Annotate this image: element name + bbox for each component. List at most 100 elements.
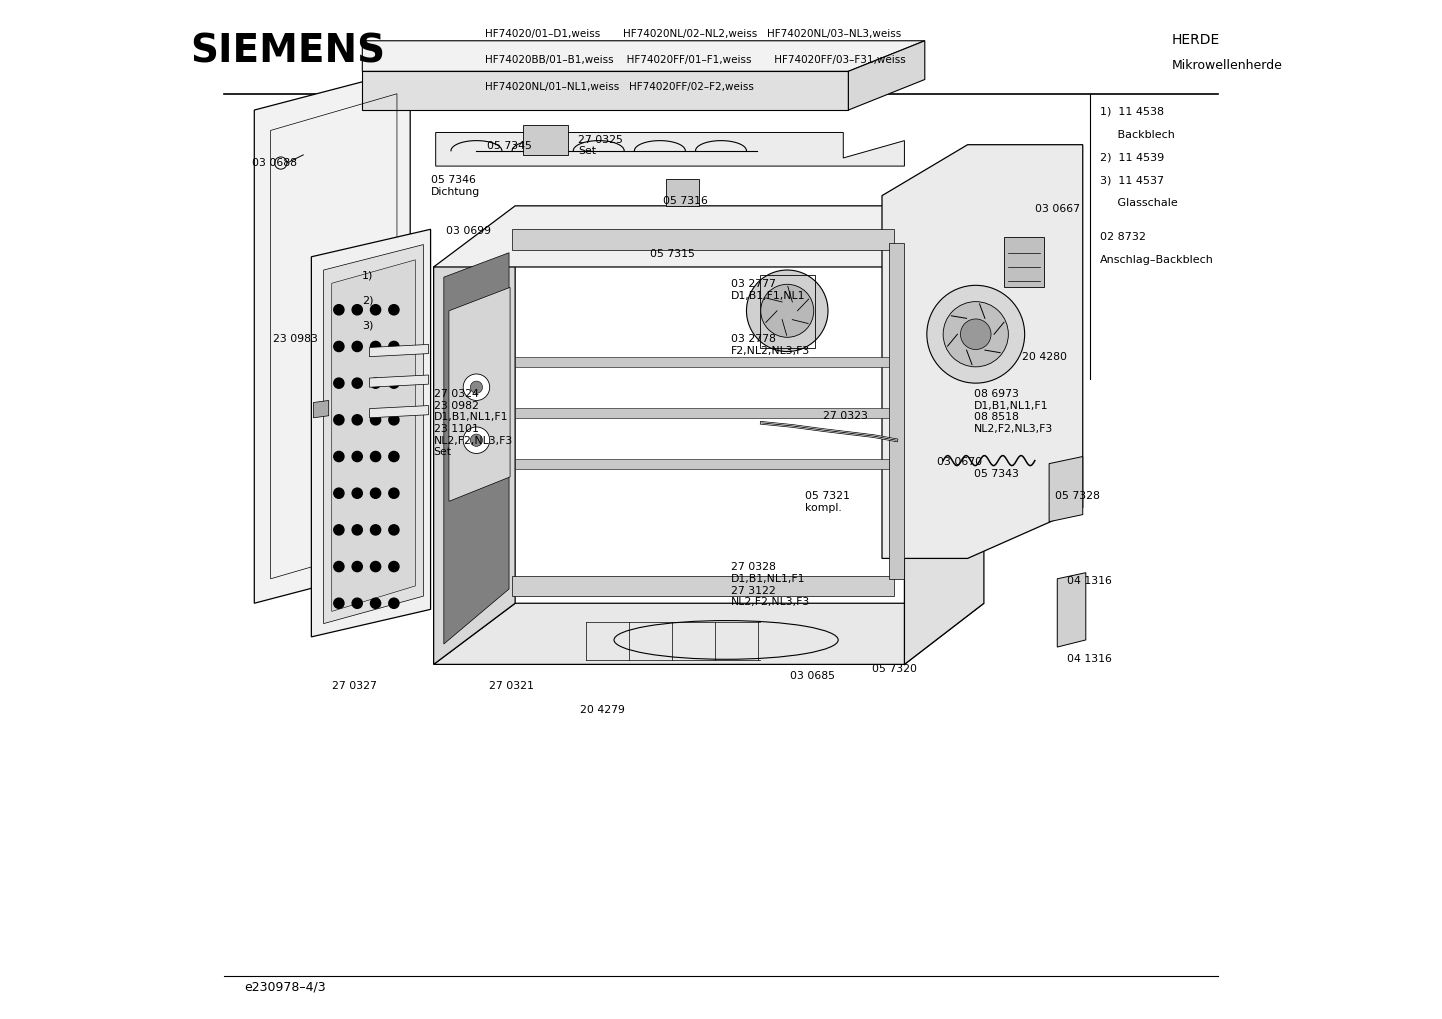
Circle shape <box>352 305 362 315</box>
Text: 03 0670: 03 0670 <box>937 457 982 467</box>
Text: 23 0983: 23 0983 <box>273 334 317 344</box>
Circle shape <box>371 451 381 462</box>
Polygon shape <box>512 229 894 250</box>
Circle shape <box>371 561 381 572</box>
Circle shape <box>333 561 345 572</box>
Polygon shape <box>313 400 329 418</box>
Circle shape <box>371 488 381 498</box>
Text: 27 0321: 27 0321 <box>489 681 534 691</box>
Text: HF74020BB/01–B1,weiss    HF74020FF/01–F1,weiss       HF74020FF/03–F31,weiss: HF74020BB/01–B1,weiss HF74020FF/01–F1,we… <box>485 55 906 65</box>
Text: 1): 1) <box>362 270 373 280</box>
Text: 08 6973
D1,B1,NL1,F1
08 8518
NL2,F2,NL3,F3: 08 6973 D1,B1,NL1,F1 08 8518 NL2,F2,NL3,… <box>973 389 1053 434</box>
Circle shape <box>352 451 362 462</box>
Text: 05 7328: 05 7328 <box>1056 491 1100 501</box>
Polygon shape <box>904 206 983 664</box>
Polygon shape <box>515 408 890 418</box>
Text: 27 0328
D1,B1,NL1,F1
27 3122
NL2,F2,NL3,F3: 27 0328 D1,B1,NL1,F1 27 3122 NL2,F2,NL3,… <box>731 562 810 607</box>
Circle shape <box>371 305 381 315</box>
Circle shape <box>371 525 381 535</box>
Circle shape <box>470 434 483 446</box>
Text: 3)  11 4537: 3) 11 4537 <box>1100 175 1164 185</box>
Text: 27 0325
Set: 27 0325 Set <box>578 135 623 156</box>
Text: 2)  11 4539: 2) 11 4539 <box>1100 153 1164 163</box>
Circle shape <box>371 415 381 425</box>
Circle shape <box>352 525 362 535</box>
Text: 05 7321
kompl.: 05 7321 kompl. <box>805 491 849 513</box>
Circle shape <box>389 525 399 535</box>
Circle shape <box>389 561 399 572</box>
Circle shape <box>463 374 490 400</box>
Polygon shape <box>1057 573 1086 647</box>
Text: 04 1316: 04 1316 <box>1067 576 1112 586</box>
Text: 03 0685: 03 0685 <box>790 671 835 681</box>
Text: 05 7320: 05 7320 <box>872 664 917 675</box>
Circle shape <box>333 378 345 388</box>
Circle shape <box>333 305 345 315</box>
Circle shape <box>371 341 381 352</box>
Circle shape <box>333 341 345 352</box>
Text: 03 0688: 03 0688 <box>252 158 297 168</box>
Text: Mikrowellenherde: Mikrowellenherde <box>1171 59 1282 72</box>
Circle shape <box>389 451 399 462</box>
Circle shape <box>463 427 490 453</box>
Text: 27 0323: 27 0323 <box>823 411 868 421</box>
Circle shape <box>352 378 362 388</box>
Text: 05 7346
Dichtung: 05 7346 Dichtung <box>431 175 480 197</box>
Text: 20 4280: 20 4280 <box>1021 352 1067 362</box>
Polygon shape <box>1050 457 1083 522</box>
Polygon shape <box>254 69 410 603</box>
FancyBboxPatch shape <box>1004 237 1044 287</box>
Text: 04 1316: 04 1316 <box>1067 654 1112 664</box>
Circle shape <box>333 525 345 535</box>
Polygon shape <box>515 459 890 469</box>
Text: 05 7345: 05 7345 <box>486 141 532 151</box>
Circle shape <box>470 381 483 393</box>
Text: 2): 2) <box>362 296 373 306</box>
Text: HF74020NL/01–NL1,weiss   HF74020FF/02–F2,weiss: HF74020NL/01–NL1,weiss HF74020FF/02–F2,w… <box>485 82 754 92</box>
Circle shape <box>761 284 813 337</box>
Circle shape <box>747 270 828 352</box>
Circle shape <box>389 598 399 608</box>
Polygon shape <box>362 71 848 110</box>
Circle shape <box>352 561 362 572</box>
Polygon shape <box>362 41 924 71</box>
Text: 05 7315: 05 7315 <box>650 249 695 259</box>
Circle shape <box>960 319 991 350</box>
Text: 3): 3) <box>362 321 373 331</box>
Polygon shape <box>369 375 428 387</box>
Polygon shape <box>369 344 428 357</box>
Circle shape <box>371 598 381 608</box>
Polygon shape <box>883 145 1083 558</box>
Text: Glasschale: Glasschale <box>1100 198 1178 208</box>
Circle shape <box>389 488 399 498</box>
Polygon shape <box>311 229 431 637</box>
Circle shape <box>352 488 362 498</box>
FancyBboxPatch shape <box>666 179 698 206</box>
Text: Anschlag–Backblech: Anschlag–Backblech <box>1100 255 1214 265</box>
Text: e230978–4/3: e230978–4/3 <box>244 980 326 994</box>
Polygon shape <box>332 260 415 611</box>
Polygon shape <box>323 245 424 624</box>
Text: HF74020/01–D1,weiss       HF74020NL/02–NL2,weiss   HF74020NL/03–NL3,weiss: HF74020/01–D1,weiss HF74020NL/02–NL2,wei… <box>485 29 901 39</box>
Text: 02 8732: 02 8732 <box>1100 232 1146 243</box>
Circle shape <box>333 488 345 498</box>
Circle shape <box>333 451 345 462</box>
Circle shape <box>389 415 399 425</box>
Circle shape <box>389 305 399 315</box>
Polygon shape <box>434 236 515 664</box>
Polygon shape <box>448 287 510 501</box>
Polygon shape <box>848 41 924 110</box>
Polygon shape <box>369 406 428 418</box>
Polygon shape <box>444 253 509 644</box>
Text: 03 0667: 03 0667 <box>1035 204 1080 214</box>
Circle shape <box>389 341 399 352</box>
Polygon shape <box>434 206 983 267</box>
Text: 1)  11 4538: 1) 11 4538 <box>1100 107 1164 117</box>
Text: 27 0324
23 0982
D1,B1,NL1,F1
23 1101
NL2,F2,NL3,F3
Set: 27 0324 23 0982 D1,B1,NL1,F1 23 1101 NL2… <box>434 389 513 458</box>
Polygon shape <box>890 243 904 579</box>
Text: HERDE: HERDE <box>1171 33 1220 47</box>
FancyBboxPatch shape <box>523 125 568 155</box>
Text: 05 7316: 05 7316 <box>663 196 708 206</box>
Circle shape <box>371 378 381 388</box>
Polygon shape <box>512 576 894 596</box>
